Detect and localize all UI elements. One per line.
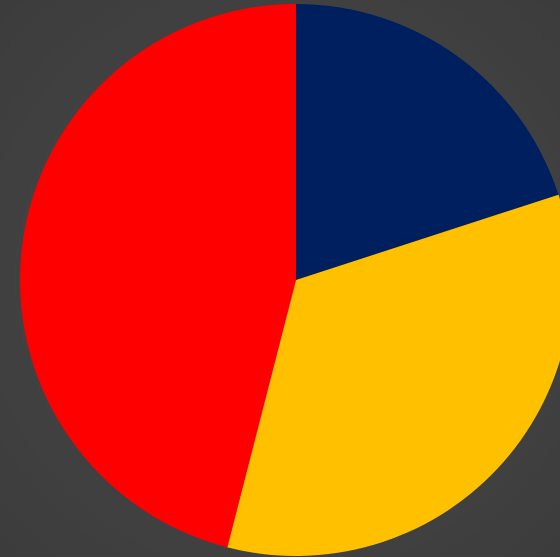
pie-slice-2: [227, 194, 560, 556]
pie-slice-3: [19, 4, 297, 548]
pie-slice-1: [296, 4, 559, 280]
